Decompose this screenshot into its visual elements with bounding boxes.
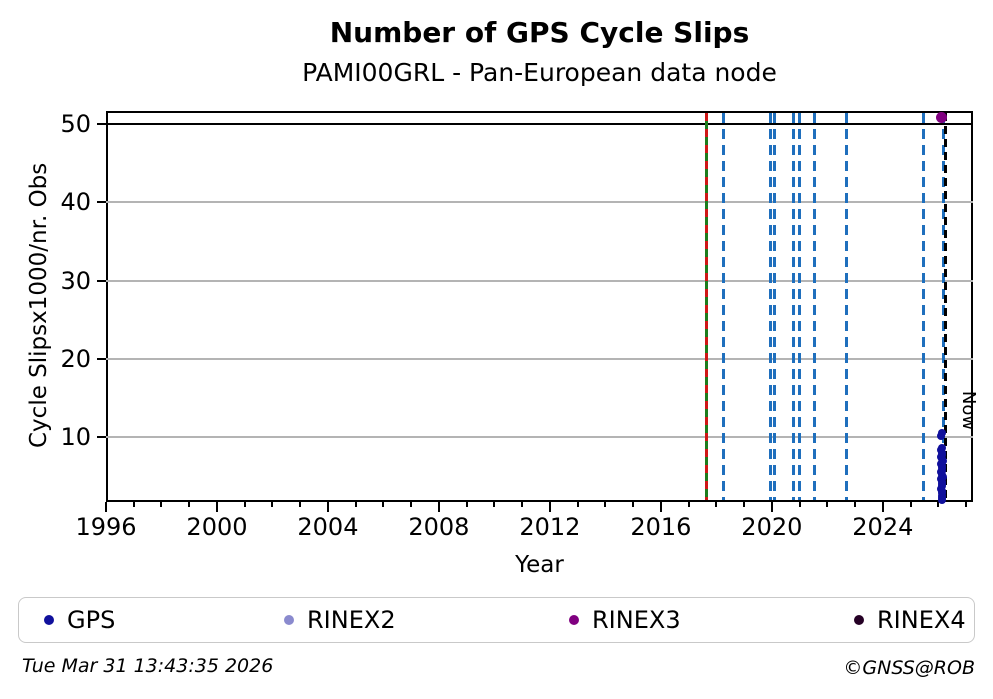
x-tick-label-2016: 2016 [630, 513, 692, 541]
x-minortick-2015 [632, 502, 635, 507]
x-tick-label-2020: 2020 [741, 513, 803, 541]
footer-credit: ©GNSS@ROB [843, 657, 975, 679]
legend-item-gps: GPS [44, 598, 115, 641]
x-tick-label-2008: 2008 [408, 513, 470, 541]
x-minortick-2027 [965, 502, 968, 507]
x-minortick-2003 [299, 502, 302, 507]
y-tick-10 [97, 436, 106, 439]
legend-label-rinex4: RINEX4 [877, 605, 966, 634]
legend: GPS RINEX2 RINEX3 RINEX4 [18, 597, 975, 643]
x-minortick-2022 [826, 502, 829, 507]
x-tick-label-1996: 1996 [75, 513, 137, 541]
x-minortick-2011 [521, 502, 524, 507]
footer-timestamp: Tue Mar 31 13:43:35 2026 [22, 655, 274, 677]
y-tick-20 [97, 357, 106, 360]
y-axis-label: Cycle Slipsx1000/nr. Obs [26, 162, 52, 448]
legend-label-rinex3: RINEX3 [592, 605, 681, 634]
legend-item-rinex3: RINEX3 [569, 598, 681, 641]
x-tick-2004 [326, 502, 329, 512]
x-tick-1996 [105, 502, 107, 512]
x-minortick-2021 [798, 502, 801, 507]
x-minortick-2023 [854, 502, 857, 507]
x-minortick-2005 [354, 502, 357, 507]
x-minortick-2017 [687, 502, 690, 507]
x-tick-2000 [215, 502, 218, 512]
x-minortick-2009 [465, 502, 468, 507]
x-minortick-2019 [743, 502, 746, 507]
legend-dot-rinex4 [854, 614, 864, 625]
x-tick-2020 [770, 502, 773, 512]
x-minortick-2006 [382, 502, 385, 507]
y-tick-50 [97, 123, 106, 126]
legend-label-gps: GPS [67, 605, 116, 634]
x-tick-label-2004: 2004 [297, 513, 359, 541]
x-tick-label-2000: 2000 [186, 513, 248, 541]
chart-title: Number of GPS Cycle Slips [329, 16, 750, 49]
x-minortick-2018 [715, 502, 718, 507]
x-minortick-2013 [576, 502, 579, 507]
x-tick-2016 [659, 502, 662, 512]
legend-item-rinex4: RINEX4 [854, 598, 966, 641]
x-minortick-1998 [160, 502, 163, 507]
x-minortick-2025 [909, 502, 912, 507]
legend-dot-rinex3 [569, 614, 579, 625]
legend-dot-rinex2 [284, 614, 294, 625]
x-minortick-2007 [410, 502, 413, 507]
legend-item-rinex2: RINEX2 [284, 598, 396, 641]
x-tick-2024 [881, 502, 884, 512]
x-minortick-1997 [132, 502, 135, 507]
x-minortick-2001 [243, 502, 246, 507]
x-minortick-2002 [271, 502, 274, 507]
x-minortick-1999 [188, 502, 191, 507]
y-tick-30 [97, 279, 106, 282]
x-tick-2008 [437, 502, 440, 512]
x-tick-label-2024: 2024 [852, 513, 914, 541]
legend-label-rinex2: RINEX2 [307, 605, 396, 634]
x-tick-label-2012: 2012 [519, 513, 581, 541]
plot-area [106, 111, 973, 502]
y-tick-label-50: 50 [60, 110, 91, 139]
x-minortick-2026 [937, 502, 940, 507]
x-minortick-2010 [493, 502, 496, 507]
x-axis-label: Year [515, 552, 564, 578]
chart-subtitle: PAMI00GRL - Pan-European data node [302, 58, 777, 87]
y-tick-40 [97, 201, 106, 204]
legend-dot-gps [44, 614, 54, 625]
x-tick-2012 [548, 502, 551, 512]
x-minortick-2014 [604, 502, 607, 507]
